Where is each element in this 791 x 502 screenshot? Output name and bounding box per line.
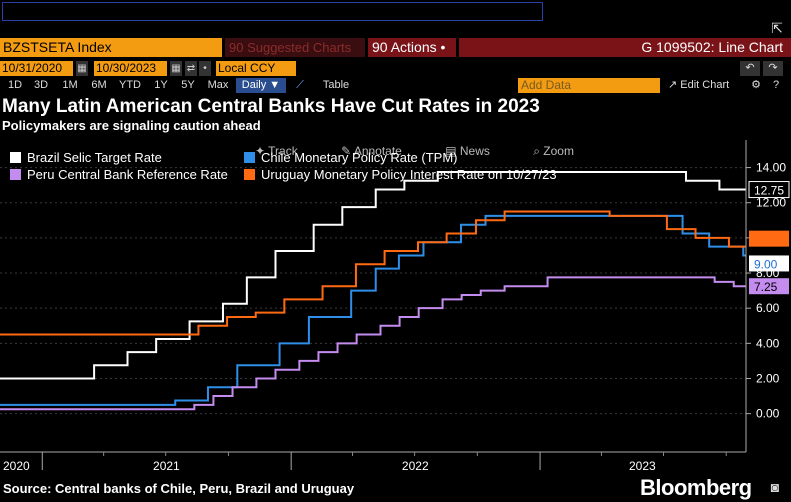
popout-icon[interactable]: ⇱ (771, 20, 783, 36)
chart-subtitle: Policymakers are signaling caution ahead (2, 118, 261, 133)
legend-swatch (10, 152, 21, 163)
legend-label: Peru Central Bank Reference Rate (27, 167, 228, 182)
news-tool-label: News (459, 144, 490, 158)
legend-swatch (10, 169, 21, 180)
series-line-peru (0, 276, 746, 411)
last-value-labels: 12.75 9.00 7.25 9.50 (748, 181, 790, 295)
period-3d[interactable]: 3D (33, 79, 49, 91)
table-button[interactable]: Table (322, 79, 350, 91)
legend-label: Chile Monetary Policy Rate (TPM) (261, 150, 458, 165)
zoom-tool-label: Zoom (543, 144, 574, 158)
swap-icon[interactable]: ⇄ (185, 61, 197, 76)
legend-label: Brazil Selic Target Rate (27, 150, 162, 165)
last-value-badge-chile (749, 255, 789, 272)
series-line-brazil (0, 170, 746, 380)
x-tick-label: 2020 (3, 459, 30, 473)
last-value-label-brazil: 12.75 (754, 184, 784, 198)
chart-grid (0, 167, 746, 415)
last-value-badge-peru (749, 278, 789, 295)
ticker-field[interactable]: BZSTSETA Index (0, 38, 222, 57)
suggested-charts-button[interactable]: 90 Suggested Charts (225, 38, 365, 57)
period-ytd[interactable]: YTD (119, 79, 141, 91)
track-tool-label: Track (268, 144, 298, 158)
last-value-badge-brazil (748, 181, 790, 199)
period-toolbar: 1D 3D 1M 6M YTD 1Y 5Y Max Daily ▼ ⟋ Tabl… (0, 78, 791, 94)
series-line-uruguay (0, 210, 746, 336)
period-6m[interactable]: 6M (91, 79, 107, 91)
chart-series (0, 170, 746, 411)
last-value-badge-uruguay (749, 230, 789, 247)
calendar-icon[interactable]: ▦ (76, 61, 88, 76)
actions-menu-button[interactable]: 90 Actions • (368, 38, 456, 57)
x-tick-label: 2023 (629, 459, 656, 473)
add-data-input[interactable]: Add Data (518, 78, 660, 93)
terminal-top-bar: ⇱ (0, 0, 791, 38)
chart-type-icon[interactable]: ⟋ (296, 79, 304, 91)
command-line-input[interactable] (2, 2, 543, 21)
period-5y[interactable]: 5Y (181, 79, 195, 91)
currency-select[interactable]: Local CCY (216, 61, 296, 76)
x-axis: 2020 2021 2022 2023 (0, 451, 746, 473)
calendar-icon[interactable]: ▦ (170, 61, 182, 76)
news-tool[interactable]: ▤ News (445, 144, 490, 158)
y-tick-label: 4.00 (756, 336, 780, 350)
y-tick-label: 6.00 (756, 301, 780, 315)
bloomberg-logo: Bloomberg (640, 475, 752, 500)
annotate-tool[interactable]: ✎ Annotate (341, 144, 402, 158)
track-tool[interactable]: ✦ Track (255, 144, 298, 158)
chart-function-title: G 1099502: Line Chart (459, 38, 791, 57)
x-tick-label: 2021 (153, 459, 180, 473)
period-1m[interactable]: 1M (62, 79, 78, 91)
start-date-input[interactable]: 10/31/2020 (0, 61, 73, 76)
series-line-chile (0, 214, 746, 406)
y-tick-label: 2.00 (756, 371, 780, 385)
chart-tools: ✦ Track ✎ Annotate ▤ News ⌕ Zoom (255, 144, 614, 159)
legend-label: Uruguay Monetary Policy Interest Rate on… (261, 167, 557, 182)
legend-item-peru[interactable]: Peru Central Bank Reference Rate (10, 167, 228, 182)
legend-item-chile[interactable]: Chile Monetary Policy Rate (TPM) (244, 150, 458, 165)
gear-icon[interactable]: ⚙ (751, 79, 761, 91)
date-range-bar: 10/31/2020 ▦ 10/30/2023 ▦ ⇄ • Local CCY … (0, 61, 791, 77)
x-tick-label: 2022 (402, 459, 429, 473)
source-note: Source: Central banks of Chile, Peru, Br… (3, 481, 355, 496)
last-value-label-chile: 9.00 (754, 257, 778, 271)
y-tick-label: 14.00 (756, 161, 786, 175)
help-icon[interactable]: ? (772, 79, 780, 91)
chart-legend: Brazil Selic Target Rate Chile Monetary … (0, 142, 760, 182)
chart-title: Many Latin American Central Banks Have C… (2, 96, 540, 117)
redo-icon[interactable]: ↷ (763, 61, 783, 76)
annotate-tool-label: Annotate (353, 144, 402, 158)
edit-chart-button[interactable]: ↗ Edit Chart (668, 79, 730, 91)
period-1d[interactable]: 1D (7, 79, 23, 91)
settings-icon[interactable]: • (199, 61, 211, 76)
undo-icon[interactable]: ↶ (740, 61, 760, 76)
zoom-tool[interactable]: ⌕ Zoom (533, 144, 574, 158)
security-header-bar: BZSTSETA Index 90 Suggested Charts 90 Ac… (0, 38, 791, 58)
end-date-input[interactable]: 10/30/2023 (94, 61, 167, 76)
period-1y[interactable]: 1Y (154, 79, 168, 91)
last-value-label-peru: 7.25 (754, 280, 778, 294)
period-max[interactable]: Max (207, 79, 229, 91)
legend-item-uruguay[interactable]: Uruguay Monetary Policy Interest Rate on… (244, 167, 557, 182)
camera-icon[interactable]: ◙ (770, 479, 780, 495)
legend-swatch (244, 169, 255, 180)
last-value-label-uruguay: 9.50 (754, 233, 778, 247)
y-tick-label: 12.00 (756, 196, 786, 210)
edit-chart-label: Edit Chart (680, 79, 730, 91)
y-tick-label: 0.00 (756, 407, 780, 421)
frequency-select[interactable]: Daily ▼ (236, 78, 286, 93)
legend-item-brazil[interactable]: Brazil Selic Target Rate (10, 150, 162, 165)
legend-swatch (244, 152, 255, 163)
